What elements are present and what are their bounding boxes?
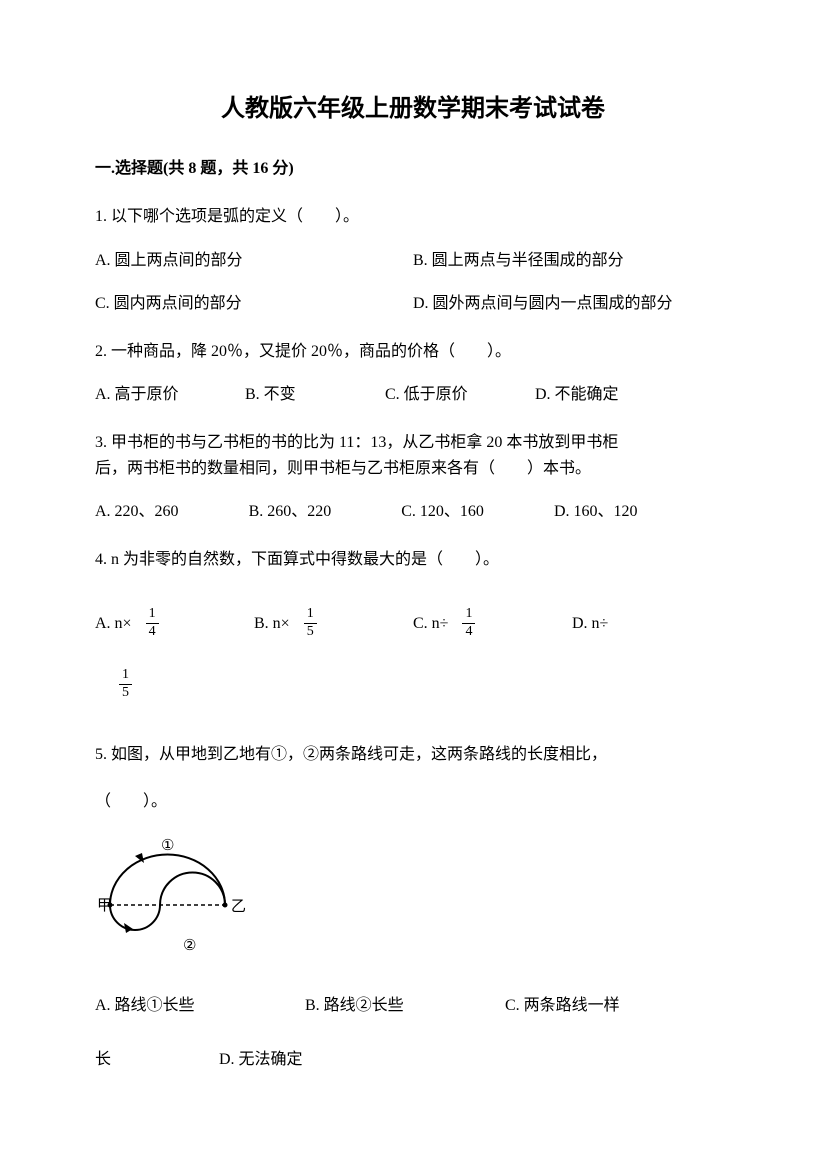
q4-a-prefix: A. n× [95,611,132,637]
q5-option-b: B. 路线②长些 [305,993,505,1019]
q5-option-c: C. 两条路线一样 [505,993,620,1019]
question-3: 3. 甲书柜的书与乙书柜的书的比为 11：13，从乙书柜拿 20 本书放到甲书柜… [95,430,731,525]
q4-a-num: 1 [146,606,159,624]
label-yi: 乙 [231,899,246,915]
question-2: 2. 一种商品，降 20％，又提价 20％，商品的价格（ ）。 A. 高于原价 … [95,339,731,408]
q3-text-line1: 3. 甲书柜的书与乙书柜的书的比为 11：13，从乙书柜拿 20 本书放到甲书柜 [95,430,731,456]
q4-option-b: B. n× 1 5 [254,606,413,641]
q4-b-prefix: B. n× [254,611,290,637]
page-title: 人教版六年级上册数学期末考试试卷 [95,90,731,128]
q4-option-d: D. n÷ [572,611,731,637]
q5-text-line1: 5. 如图，从甲地到乙地有①，②两条路线可走，这两条路线的长度相比， [95,742,731,768]
q3-option-a: A. 220、260 [95,499,179,525]
q4-b-den: 5 [304,624,317,641]
q4-option-d-frac: 1 5 [115,667,731,702]
q4-option-c: C. n÷ 1 4 [413,606,572,641]
q1-option-b: B. 圆上两点与半径围成的部分 [413,248,731,274]
question-5: 5. 如图，从甲地到乙地有①，②两条路线可走，这两条路线的长度相比， （ ）。 … [95,742,731,1073]
q4-d-den: 5 [119,685,132,702]
fraction-icon: 1 4 [462,606,475,641]
question-1: 1. 以下哪个选项是弧的定义（ ）。 A. 圆上两点间的部分 B. 圆上两点与半… [95,204,731,317]
label-route-1: ① [161,838,174,854]
q2-option-b: B. 不变 [245,382,385,408]
q3-option-c: C. 120、160 [401,499,484,525]
q5-option-a: A. 路线①长些 [95,993,305,1019]
q2-option-d: D. 不能确定 [535,382,619,408]
q1-option-d: D. 圆外两点间与圆内一点围成的部分 [413,291,731,317]
q2-option-c: C. 低于原价 [385,382,535,408]
q4-option-a: A. n× 1 4 [95,606,254,641]
q4-a-den: 4 [146,624,159,641]
q3-option-d: D. 160、120 [554,499,638,525]
question-4: 4. n 为非零的自然数，下面算式中得数最大的是（ ）。 A. n× 1 4 B… [95,547,731,702]
label-jia: 甲 [97,898,112,914]
q4-d-num: 1 [119,667,132,685]
q1-option-a: A. 圆上两点间的部分 [95,248,413,274]
route-diagram: 甲 乙 ① ② [95,835,731,964]
q4-d-prefix: D. n÷ [572,611,608,637]
q4-c-num: 1 [462,606,475,624]
fraction-icon: 1 4 [146,606,159,641]
section-header: 一.选择题(共 8 题，共 16 分) [95,156,731,182]
q2-option-a: A. 高于原价 [95,382,245,408]
q5-text-line2: （ ）。 [95,789,731,815]
q1-option-c: C. 圆内两点间的部分 [95,291,413,317]
q2-text: 2. 一种商品，降 20％，又提价 20％，商品的价格（ ）。 [95,339,731,365]
fraction-icon: 1 5 [304,606,317,641]
fraction-icon: 1 5 [119,667,132,702]
q5-option-d: D. 无法确定 [219,1051,303,1068]
q3-option-b: B. 260、220 [249,499,332,525]
q4-c-den: 4 [462,624,475,641]
q3-text-line2: 后，两书柜书的数量相同，则甲书柜与乙书柜原来各有（ ）本书。 [95,456,731,482]
q4-b-num: 1 [304,606,317,624]
q5-option-c-cont: 长 [95,1047,215,1073]
q4-c-prefix: C. n÷ [413,611,448,637]
label-route-2: ② [183,938,196,954]
q4-text: 4. n 为非零的自然数，下面算式中得数最大的是（ ）。 [95,547,731,573]
q5-options-line2: 长 D. 无法确定 [95,1047,731,1073]
q1-text: 1. 以下哪个选项是弧的定义（ ）。 [95,204,731,230]
